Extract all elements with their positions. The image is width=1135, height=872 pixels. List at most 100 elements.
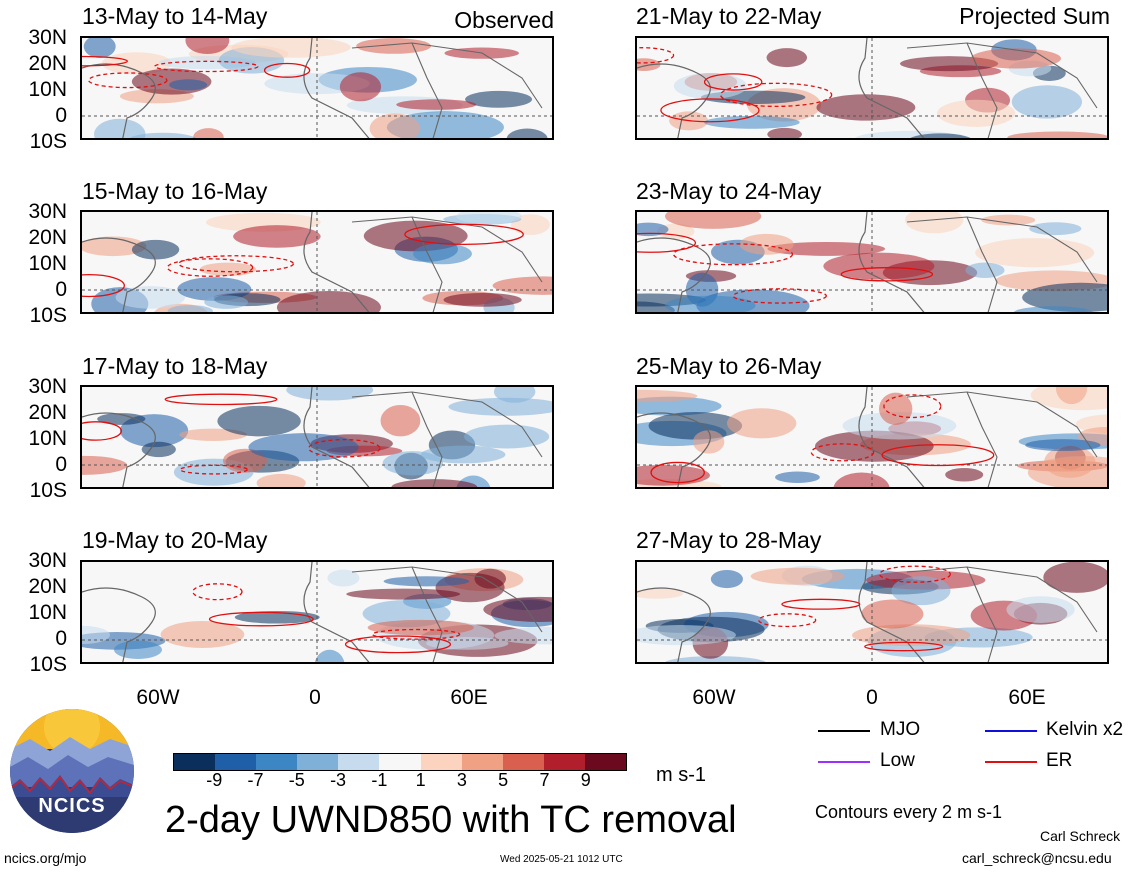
wind-anomaly-blob xyxy=(346,588,461,600)
wind-anomaly-blob xyxy=(891,576,951,606)
footer-timestamp: Wed 2025-05-21 1012 UTC xyxy=(500,854,623,865)
wind-anomaly-blob xyxy=(975,238,1095,268)
wind-anomaly-blob xyxy=(1055,387,1088,405)
legend-label-kelvin: Kelvin x2 xyxy=(1046,719,1124,740)
lat-label: 10S xyxy=(29,653,67,676)
lon-label: 0 xyxy=(309,686,321,709)
coastline xyxy=(82,412,156,487)
map-frame xyxy=(80,385,554,489)
lat-label: 30N xyxy=(28,200,67,223)
coastline xyxy=(351,391,543,487)
lat-label: 30N xyxy=(28,26,67,49)
wind-anomaly-blob xyxy=(492,276,552,295)
colorbar-swatch xyxy=(256,754,298,770)
colorbar-tick-label: 1 xyxy=(415,770,426,790)
lon-label: 60E xyxy=(1008,686,1046,709)
er-contour xyxy=(781,598,861,610)
wind-field-map xyxy=(82,212,552,312)
wind-anomaly-blob xyxy=(233,225,321,248)
lat-label: 10N xyxy=(28,78,67,101)
er-contour xyxy=(660,98,760,123)
wind-field-map xyxy=(82,387,552,487)
lon-label: 60W xyxy=(692,686,736,709)
coastline xyxy=(906,566,1098,662)
lat-label: 20N xyxy=(28,401,67,424)
wind-anomaly-blob xyxy=(637,389,698,403)
panel-date: 15-May to 16-May xyxy=(82,178,268,204)
er-contour xyxy=(371,628,461,640)
colorbar-tick-label: 3 xyxy=(456,770,467,790)
wind-anomaly-blob xyxy=(82,625,110,645)
legend-line-mjo xyxy=(818,730,870,732)
colorbar-tick-label: -3 xyxy=(330,770,347,790)
wind-anomaly-blob xyxy=(339,72,382,102)
panel-tag: Observed xyxy=(454,7,554,33)
map-frame xyxy=(80,210,554,314)
wind-anomaly-blob xyxy=(82,455,128,475)
colorbar-tick-label: -9 xyxy=(206,770,223,790)
wind-anomaly-blob xyxy=(767,241,886,256)
coastline xyxy=(637,412,711,487)
colorbar-tick-label: 7 xyxy=(539,770,550,790)
colorbar-swatch xyxy=(379,754,421,770)
wind-anomaly-blob xyxy=(1025,439,1101,452)
wind-anomaly-blob xyxy=(1027,456,1107,487)
lat-label: 20N xyxy=(28,226,67,249)
coastline xyxy=(637,63,711,138)
legend-label-low: Low xyxy=(880,750,915,771)
wind-anomaly-blob xyxy=(426,636,509,650)
colorbar-swatch xyxy=(174,754,216,770)
wind-anomaly-blob xyxy=(483,596,552,622)
wind-anomaly-blob xyxy=(726,408,797,439)
er-contour xyxy=(732,288,827,304)
wind-anomaly-blob xyxy=(1007,131,1107,138)
legend-label-er: ER xyxy=(1046,750,1073,771)
er-contour xyxy=(840,267,934,282)
wind-anomaly-blob xyxy=(286,387,374,401)
wind-anomaly-blob xyxy=(704,115,800,129)
wind-field-map xyxy=(82,38,552,138)
coastline xyxy=(82,237,156,312)
colorbar xyxy=(173,753,627,771)
legend-label-mjo: MJO xyxy=(880,719,921,740)
wind-anomaly-blob xyxy=(750,567,845,585)
coastline xyxy=(351,42,543,138)
legend-line-kelvin xyxy=(985,730,1037,732)
er-contour xyxy=(164,393,278,406)
map-frame xyxy=(635,36,1109,140)
wind-anomaly-blob xyxy=(83,38,116,58)
wind-anomaly-blob xyxy=(474,568,507,589)
coastline xyxy=(303,387,370,487)
er-contour xyxy=(637,47,675,64)
lat-label: 30N xyxy=(28,549,67,572)
panel-date: 19-May to 20-May xyxy=(82,527,268,553)
wind-anomaly-blob xyxy=(131,239,180,260)
wind-anomaly-blob xyxy=(861,599,924,629)
lat-label: 0 xyxy=(55,278,67,301)
wind-anomaly-blob xyxy=(448,397,552,416)
wind-anomaly-blob xyxy=(327,569,360,587)
coastline xyxy=(858,38,925,138)
colorbar-swatch xyxy=(420,754,462,770)
wind-anomaly-blob xyxy=(97,413,146,425)
colorbar-swatch xyxy=(461,754,503,770)
wind-anomaly-blob xyxy=(710,569,743,589)
coastline xyxy=(858,212,925,312)
panel-date: 23-May to 24-May xyxy=(636,178,822,204)
wind-anomaly-blob xyxy=(823,252,935,280)
er-contour xyxy=(82,421,122,441)
main-title: 2-day UWND850 with TC removal xyxy=(165,799,737,841)
map-frame xyxy=(635,560,1109,664)
map-frame xyxy=(80,560,554,664)
wind-anomaly-blob xyxy=(981,214,1036,226)
er-contour xyxy=(344,635,452,654)
map-frame xyxy=(635,385,1109,489)
wind-anomaly-blob xyxy=(842,411,957,440)
wind-anomaly-blob xyxy=(94,118,146,138)
map-frame xyxy=(635,210,1109,314)
wind-anomaly-blob xyxy=(905,212,964,234)
colorbar-unit: m s-1 xyxy=(656,764,706,786)
wind-anomaly-blob xyxy=(256,473,306,487)
wind-anomaly-blob xyxy=(356,38,432,54)
wind-anomaly-blob xyxy=(199,262,257,277)
